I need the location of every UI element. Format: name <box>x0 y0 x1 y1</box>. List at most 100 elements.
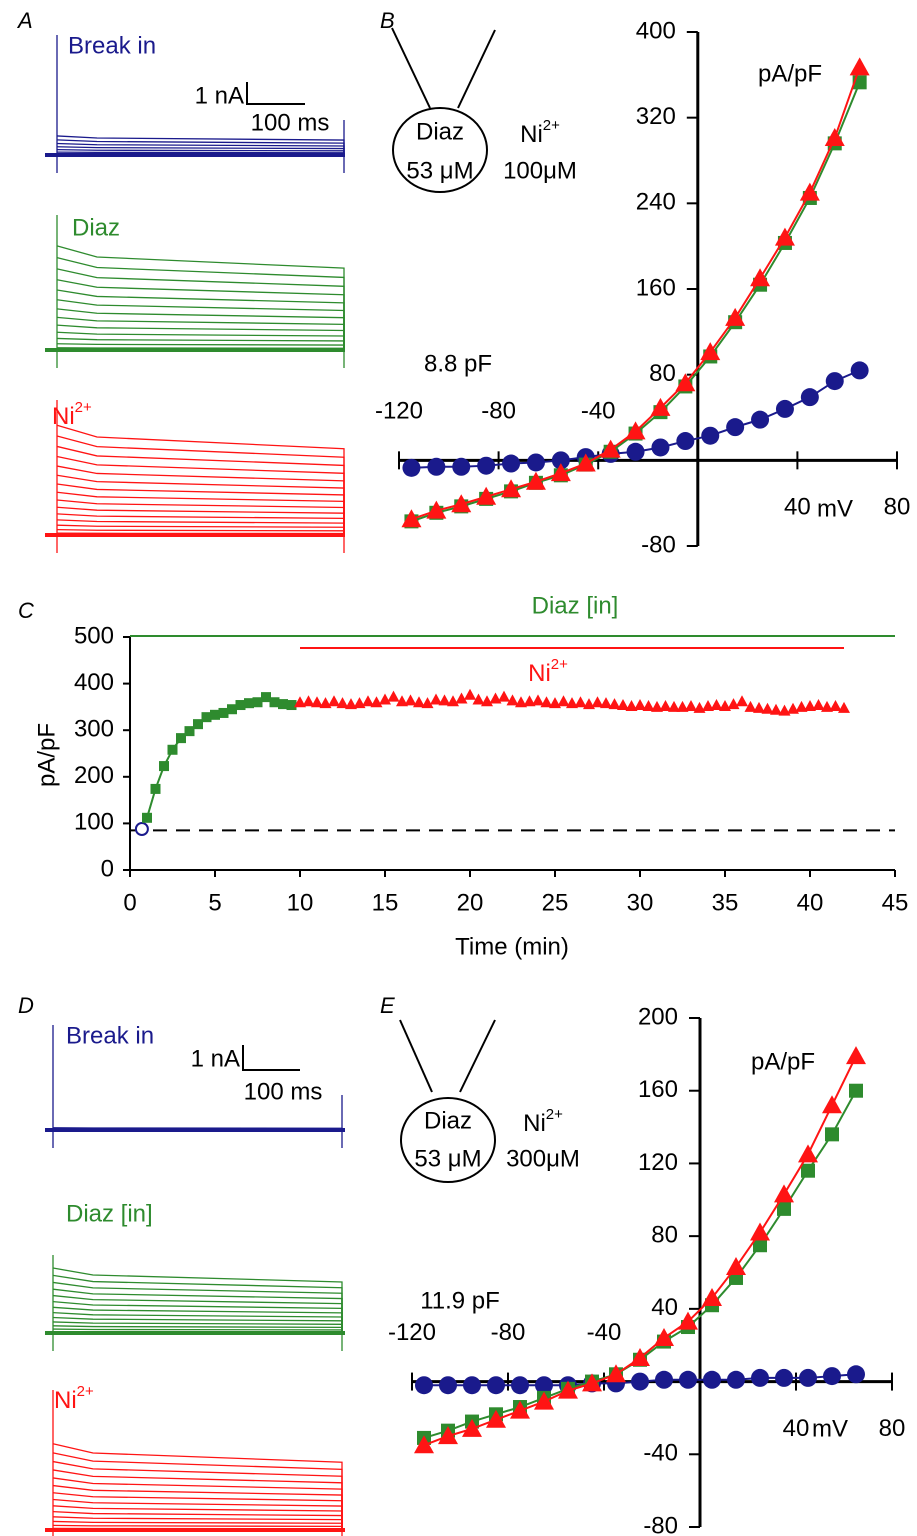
unit-label: pA/pF <box>758 60 822 87</box>
trace <box>52 1300 343 1333</box>
y-tick-label: -80 <box>641 531 676 558</box>
bath-conc: 100μM <box>503 157 577 184</box>
bath-drug: Ni2+ <box>523 1106 563 1137</box>
x-tick-label: 80 <box>879 1415 906 1442</box>
pipette-conc: 53 μM <box>406 157 473 184</box>
marker <box>551 451 570 470</box>
trace-group <box>45 1025 345 1148</box>
marker <box>777 1201 791 1216</box>
marker <box>847 1365 865 1384</box>
marker <box>557 695 570 707</box>
marker <box>675 373 696 392</box>
marker <box>481 695 493 707</box>
marker <box>600 439 621 458</box>
marker <box>451 494 472 513</box>
x-tick-label: 25 <box>542 889 569 916</box>
cell <box>400 1097 496 1183</box>
marker <box>591 696 604 708</box>
marker <box>824 128 845 147</box>
marker <box>631 1372 649 1391</box>
y-tick-label: 200 <box>74 762 114 789</box>
marker <box>655 1370 673 1389</box>
marker <box>184 726 195 737</box>
marker <box>379 693 391 705</box>
marker <box>227 704 237 715</box>
x-tick-label: 40 <box>784 494 811 521</box>
trace-label-base: Ni <box>54 1387 77 1414</box>
bath-drug-base: Ni <box>523 1110 546 1137</box>
pipette <box>391 27 431 109</box>
y-tick-label: 80 <box>651 1221 678 1248</box>
trace <box>56 245 345 350</box>
marker <box>795 700 808 712</box>
trace <box>56 299 345 350</box>
marker <box>286 700 297 711</box>
marker <box>804 699 816 711</box>
marker <box>701 426 720 445</box>
marker <box>702 1287 722 1306</box>
scale-current: 1 nA <box>191 1045 240 1072</box>
panel-letter: A <box>16 8 33 33</box>
panel-letter: B <box>380 8 395 33</box>
x-axis-title: Time (min) <box>455 933 569 960</box>
x-tick-label: -80 <box>491 1319 526 1346</box>
marker <box>774 1184 794 1203</box>
marker <box>678 1311 698 1330</box>
marker <box>486 1409 506 1428</box>
trace-label: Break in <box>66 1022 154 1049</box>
application-label-base: Ni <box>528 660 551 687</box>
marker <box>798 1144 818 1163</box>
x-unit-label: mV <box>817 495 853 522</box>
trace <box>56 513 345 535</box>
marker <box>387 690 400 702</box>
trace-label-base: Ni <box>52 403 75 430</box>
trace <box>56 491 345 535</box>
marker <box>549 697 561 709</box>
marker <box>654 1327 674 1346</box>
trace-group <box>45 1255 345 1351</box>
marker <box>606 1364 626 1383</box>
pipette <box>457 29 496 109</box>
trace-label-sup: 2+ <box>77 1383 94 1400</box>
marker <box>413 696 425 708</box>
marker <box>414 1435 434 1454</box>
x-tick-label: -80 <box>481 398 516 425</box>
pipette-conc: 53 μM <box>414 1145 481 1172</box>
cell <box>392 107 488 193</box>
marker <box>404 694 417 706</box>
marker <box>438 694 451 706</box>
trace <box>52 1492 343 1530</box>
marker <box>700 342 721 361</box>
marker <box>464 688 476 700</box>
marker <box>510 1400 530 1419</box>
marker <box>838 701 850 713</box>
marker <box>430 693 442 705</box>
y-tick-label: 400 <box>74 669 114 696</box>
marker <box>558 1380 578 1399</box>
x-tick-label: 40 <box>783 1415 810 1442</box>
marker <box>252 697 263 708</box>
x-tick-label: -120 <box>388 1319 436 1346</box>
marker <box>452 457 471 476</box>
scale-bar <box>246 82 305 105</box>
marker <box>218 707 229 718</box>
marker <box>472 693 485 705</box>
marker <box>426 500 447 519</box>
y-tick-label: 240 <box>636 189 676 216</box>
marker <box>625 699 638 711</box>
marker <box>532 694 544 706</box>
marker <box>523 695 536 707</box>
x-tick-label: 10 <box>287 889 314 916</box>
pipette <box>459 1019 496 1093</box>
y-tick-label: 200 <box>638 1003 678 1030</box>
y-tick-label: 160 <box>638 1076 678 1103</box>
trace-group <box>45 1390 345 1536</box>
x-tick-label: -40 <box>581 398 616 425</box>
marker <box>825 1127 839 1142</box>
x-tick-label: 45 <box>882 889 909 916</box>
marker <box>775 1368 793 1387</box>
marker <box>575 453 596 472</box>
marker <box>525 471 546 490</box>
bath-drug-sup: 2+ <box>546 1106 563 1123</box>
